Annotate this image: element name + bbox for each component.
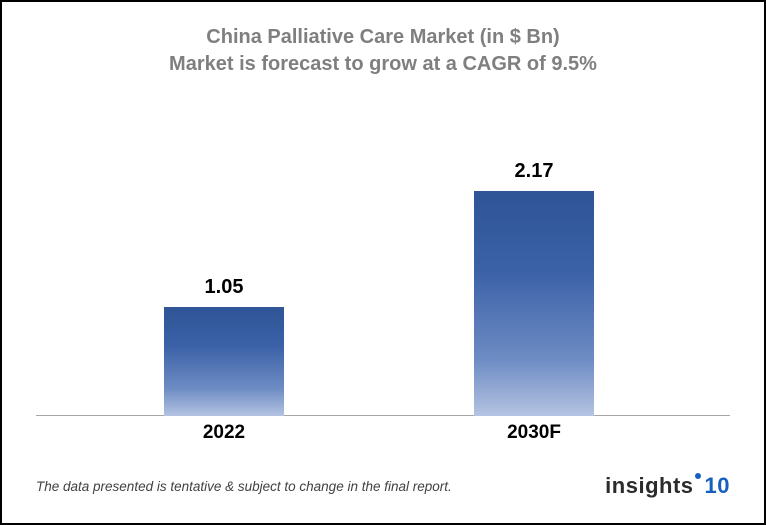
bar-group: 2.17 bbox=[474, 160, 594, 416]
bar-group: 1.05 bbox=[164, 276, 284, 416]
x-axis-label: 2022 bbox=[164, 422, 284, 444]
x-axis-labels: 2022 2030F bbox=[36, 416, 730, 452]
disclaimer-text: The data presented is tentative & subjec… bbox=[36, 479, 452, 494]
footer: The data presented is tentative & subjec… bbox=[36, 473, 730, 499]
bar-value-label: 2.17 bbox=[474, 160, 594, 183]
logo-number: 10 bbox=[705, 473, 730, 499]
logo-text: insights bbox=[605, 473, 693, 499]
bar-value-label: 1.05 bbox=[164, 276, 284, 299]
bar bbox=[164, 307, 284, 416]
chart-card: China Palliative Care Market (in $ Bn) M… bbox=[0, 0, 766, 525]
bar bbox=[474, 191, 594, 416]
title-line-2: Market is forecast to grow at a CAGR of … bbox=[36, 51, 730, 78]
chart-title: China Palliative Care Market (in $ Bn) M… bbox=[36, 24, 730, 78]
x-axis-label: 2030F bbox=[474, 422, 594, 444]
logo-dot-icon bbox=[695, 473, 701, 479]
bar-chart: 1.05 2.17 bbox=[36, 106, 730, 416]
insights10-logo: insights 10 bbox=[605, 473, 730, 499]
title-line-1: China Palliative Care Market (in $ Bn) bbox=[36, 24, 730, 51]
